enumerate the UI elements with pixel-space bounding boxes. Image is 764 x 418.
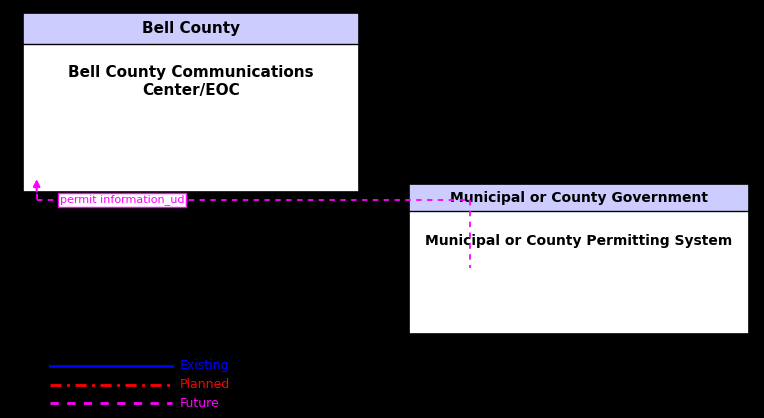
Text: Municipal or County Government: Municipal or County Government: [450, 191, 707, 204]
Text: Existing: Existing: [180, 359, 229, 372]
Bar: [409, 211, 749, 334]
Bar: [409, 184, 749, 334]
Text: permit information_ud: permit information_ud: [60, 194, 184, 205]
Bar: [409, 184, 749, 211]
Bar: [23, 44, 359, 192]
Bar: [23, 13, 359, 192]
Text: Bell County: Bell County: [142, 21, 240, 36]
Text: Planned: Planned: [180, 378, 230, 391]
Text: Bell County Communications
Center/EOC: Bell County Communications Center/EOC: [68, 65, 314, 98]
Text: Municipal or County Permitting System: Municipal or County Permitting System: [425, 234, 733, 248]
Text: Future: Future: [180, 397, 219, 410]
Bar: [23, 13, 359, 44]
